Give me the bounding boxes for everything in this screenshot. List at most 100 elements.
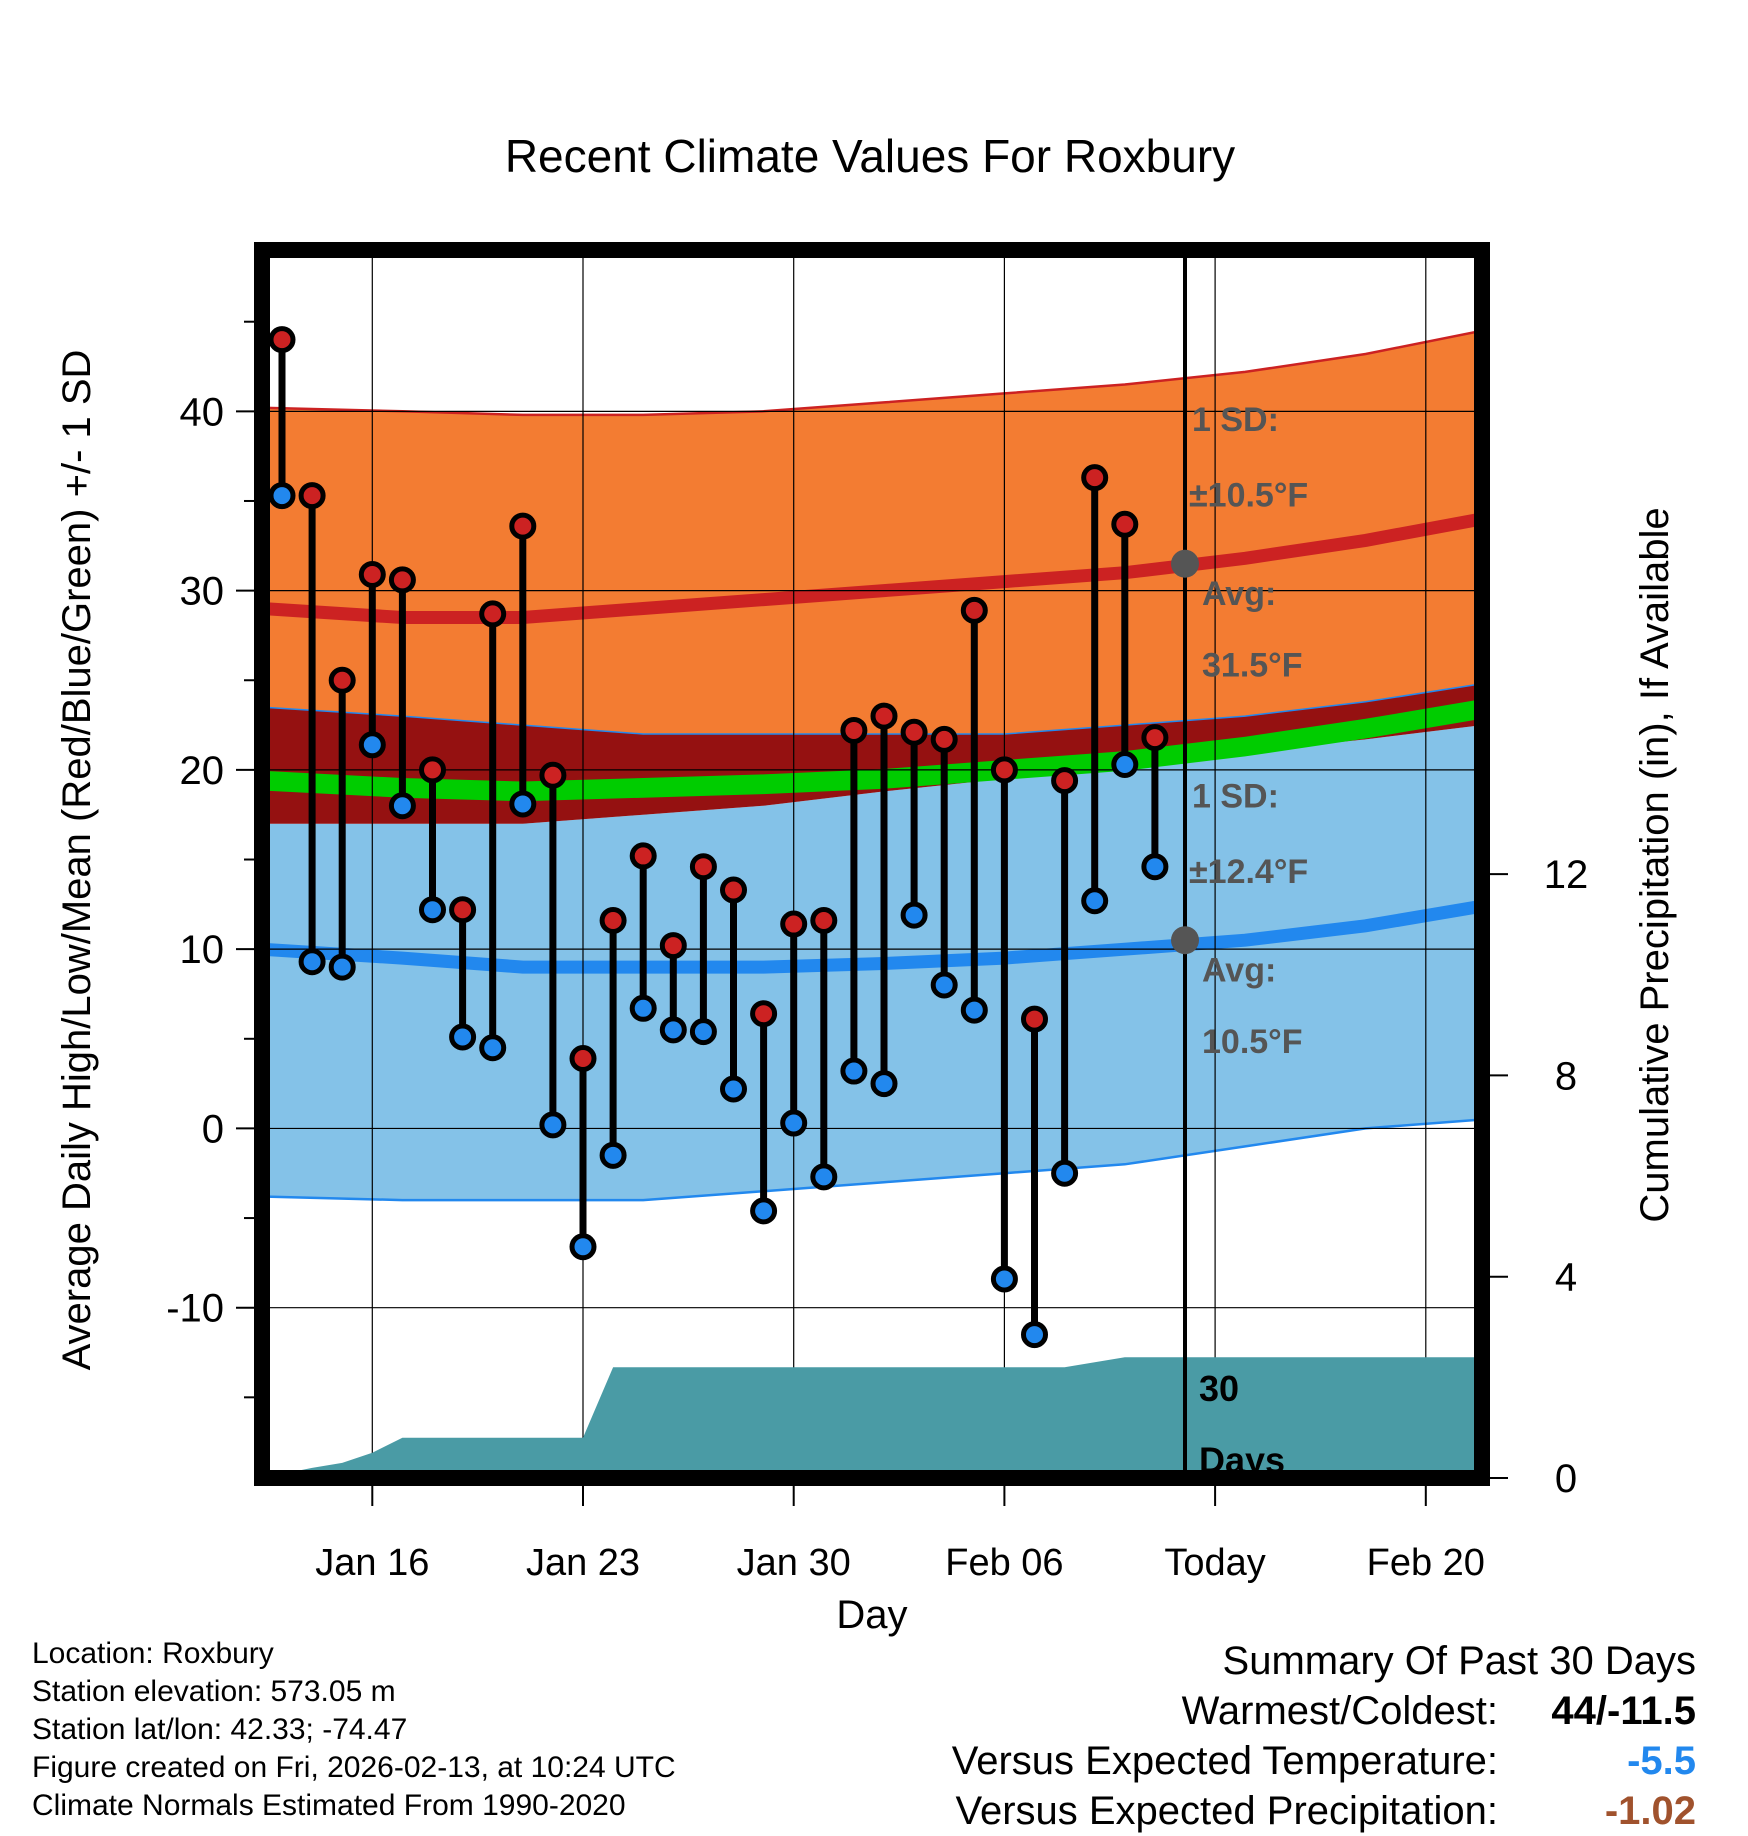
low-point [840,1057,868,1085]
low-point [388,792,416,820]
low-sd-label: 1 SD: [1192,778,1279,816]
low-point [479,1034,507,1062]
normals-text: Climate Normals Estimated From 1990-2020 [32,1789,626,1822]
x-tick-label: Feb 20 [1367,1542,1485,1584]
high-point [629,842,657,870]
high-point [1141,724,1169,752]
low-point [900,901,928,929]
low-point [780,1109,808,1137]
mean-band [262,699,1482,802]
high-sd-value: ±10.5°F [1189,476,1308,514]
high-point [1021,1005,1048,1033]
high-point [449,896,477,924]
low-point [358,731,386,759]
high-point [569,1045,597,1073]
high-point [419,756,446,784]
high-point [900,718,928,746]
low-point [569,1233,597,1261]
summary-panel: Summary Of Past 30 Days Warmest/Coldest:… [952,1636,1696,1836]
high-sd-label: 1 SD: [1192,401,1279,439]
summary-precip-row: Versus Expected Precipitation: -1.02 [952,1786,1696,1836]
low-avg-label: Avg: [1202,951,1276,989]
y-tick-label: 10 [180,928,225,972]
high-point [1051,767,1079,795]
high-point [328,666,356,694]
low-point [599,1141,627,1169]
x-tick-label: Jan 30 [737,1542,851,1584]
high-point [659,932,687,960]
x-tick-label: Feb 06 [945,1542,1063,1584]
precip-value: -1.02 [1604,1789,1696,1833]
plot-frame [254,242,1490,1486]
high-point [840,716,868,744]
high-avg-label: Avg: [1202,575,1276,613]
low-sd-value: ±12.4°F [1189,853,1308,891]
high-point [689,853,717,881]
y-tick-label: 30 [180,570,225,614]
high-point [1111,510,1139,538]
high-point [960,596,988,624]
today-low-avg-marker [1171,926,1199,955]
warm-cold-value: 44/-11.5 [1551,1689,1696,1733]
low-point [419,896,446,924]
temp-value: -5.5 [1627,1739,1696,1783]
low-point [449,1023,477,1051]
low-point [539,1111,567,1139]
high-point [1081,464,1109,492]
low-point [720,1075,747,1103]
elevation-text: Station elevation: 573.05 m [32,1675,396,1708]
precip-days-number: 30 [1199,1368,1239,1409]
temp-label: Versus Expected Temperature: [951,1739,1498,1783]
low-point [990,1265,1018,1293]
high-point [870,702,898,730]
low-point [930,971,958,999]
high-point [780,910,808,938]
high-point [268,326,296,354]
high-point [810,906,838,934]
low-point [1051,1159,1079,1187]
low-point [629,994,657,1022]
low-point [689,1018,717,1046]
high-point [990,756,1018,784]
y-tick-label: 40 [180,390,225,434]
high-point [930,725,958,753]
low-point [298,948,326,976]
y2-tick-label: 4 [1555,1256,1577,1300]
low-point [509,790,537,818]
low-point [1021,1321,1048,1349]
y2-tick-label: 8 [1555,1054,1577,1098]
precip-label: Versus Expected Precipitation: [955,1789,1498,1833]
high-point [720,876,747,904]
low-point [1141,853,1169,881]
low-point [268,482,296,510]
low-point [870,1070,898,1098]
high-avg-value: 31.5°F [1202,647,1303,685]
low-point [1111,751,1139,779]
low-avg-value: 10.5°F [1202,1023,1303,1061]
low-point [1081,887,1109,915]
summary-temp-row: Versus Expected Temperature: -5.5 [952,1736,1696,1786]
location-text: Location: Roxbury [32,1637,274,1670]
high-point [358,560,386,588]
low-point [750,1197,778,1225]
low-point [960,996,988,1024]
y2-tick-label: 12 [1544,853,1589,897]
created-text: Figure created on Fri, 2026-02-13, at 10… [32,1751,676,1784]
y-tick-label: -10 [166,1287,224,1331]
high-point [509,512,537,540]
latlon-text: Station lat/lon: 42.33; -74.47 [32,1713,408,1746]
low-point [328,953,356,981]
high-point [479,600,507,628]
low-point [659,1016,687,1044]
station-info: Location: Roxbury Station elevation: 573… [32,1635,676,1825]
x-tick-label: Today [1164,1542,1265,1584]
high-point [539,761,567,789]
high-point [298,482,326,510]
high-point [388,566,416,594]
x-tick-label: Jan 23 [526,1542,640,1584]
y2-axis-label: Cumulative Precipitation (in), If Availa… [1633,507,1677,1222]
high-point [599,906,627,934]
y-tick-label: 20 [180,749,225,793]
low-minus-sd-edge [262,1118,1482,1202]
